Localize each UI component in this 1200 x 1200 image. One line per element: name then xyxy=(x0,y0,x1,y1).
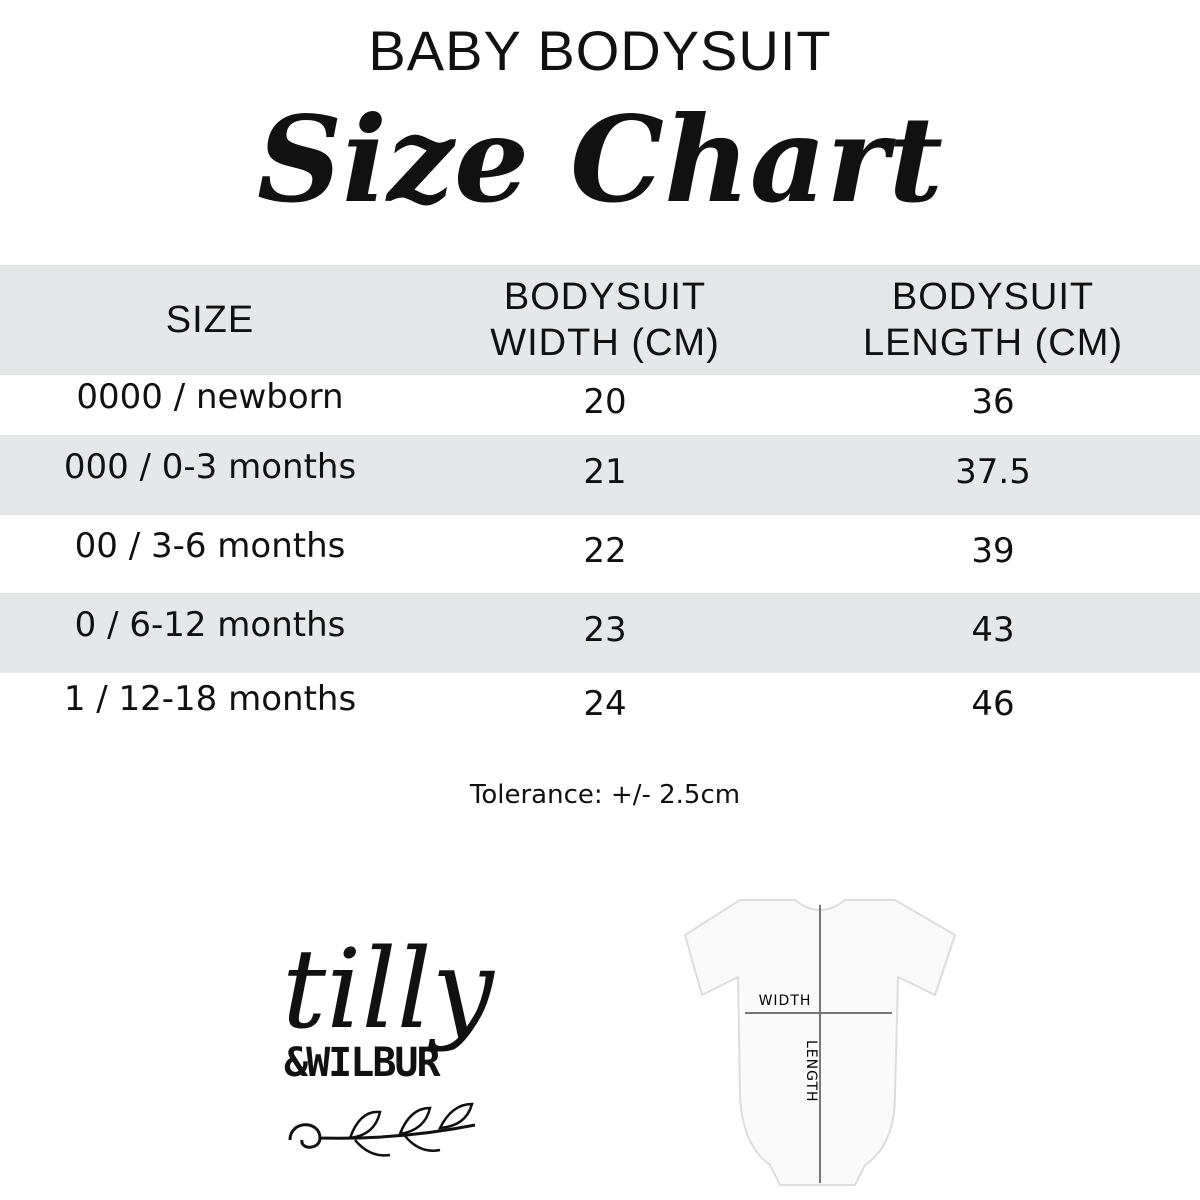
logo-leaves xyxy=(288,1102,476,1157)
table-cell: 23 xyxy=(583,610,627,650)
table-cell: 24 xyxy=(583,683,627,724)
width-label: WIDTH xyxy=(759,993,812,1009)
table-cell: 0000 / newborn xyxy=(76,377,344,417)
table-cell: 36 xyxy=(971,382,1015,422)
header-band xyxy=(0,265,1200,375)
row-band xyxy=(0,435,1200,515)
logo-name: tilly xyxy=(282,925,494,1053)
table-cell: 20 xyxy=(583,382,627,422)
table-cell: 37.5 xyxy=(955,452,1031,492)
title: BABY BODYSUIT xyxy=(368,19,832,82)
column-header: BODYSUIT xyxy=(891,276,1095,318)
subtitle: Size Chart xyxy=(256,90,944,229)
table-cell: 43 xyxy=(971,610,1015,650)
bodysuit-diagram: WIDTH LENGTH xyxy=(683,899,957,1186)
column-header: LENGTH (CM) xyxy=(862,322,1124,364)
table-cell: 21 xyxy=(583,452,627,492)
table-cell: 00 / 3-6 months xyxy=(74,526,346,566)
table-cell: 46 xyxy=(971,683,1015,724)
row-band xyxy=(0,593,1200,673)
column-header: WIDTH (CM) xyxy=(490,322,720,364)
column-header: SIZE xyxy=(165,299,255,341)
column-header: BODYSUIT xyxy=(503,276,707,318)
table-cell: 22 xyxy=(583,531,627,571)
table-cell: 000 / 0-3 months xyxy=(63,447,357,487)
logo-tagline: &WILBUR xyxy=(284,1040,441,1086)
tolerance-note: Tolerance: +/- 2.5cm xyxy=(469,780,741,810)
length-label: LENGTH xyxy=(803,1040,819,1103)
table-cell: 0 / 6-12 months xyxy=(74,605,346,645)
table-cell: 39 xyxy=(971,531,1015,571)
table-cell: 1 / 12-18 months xyxy=(63,678,357,719)
